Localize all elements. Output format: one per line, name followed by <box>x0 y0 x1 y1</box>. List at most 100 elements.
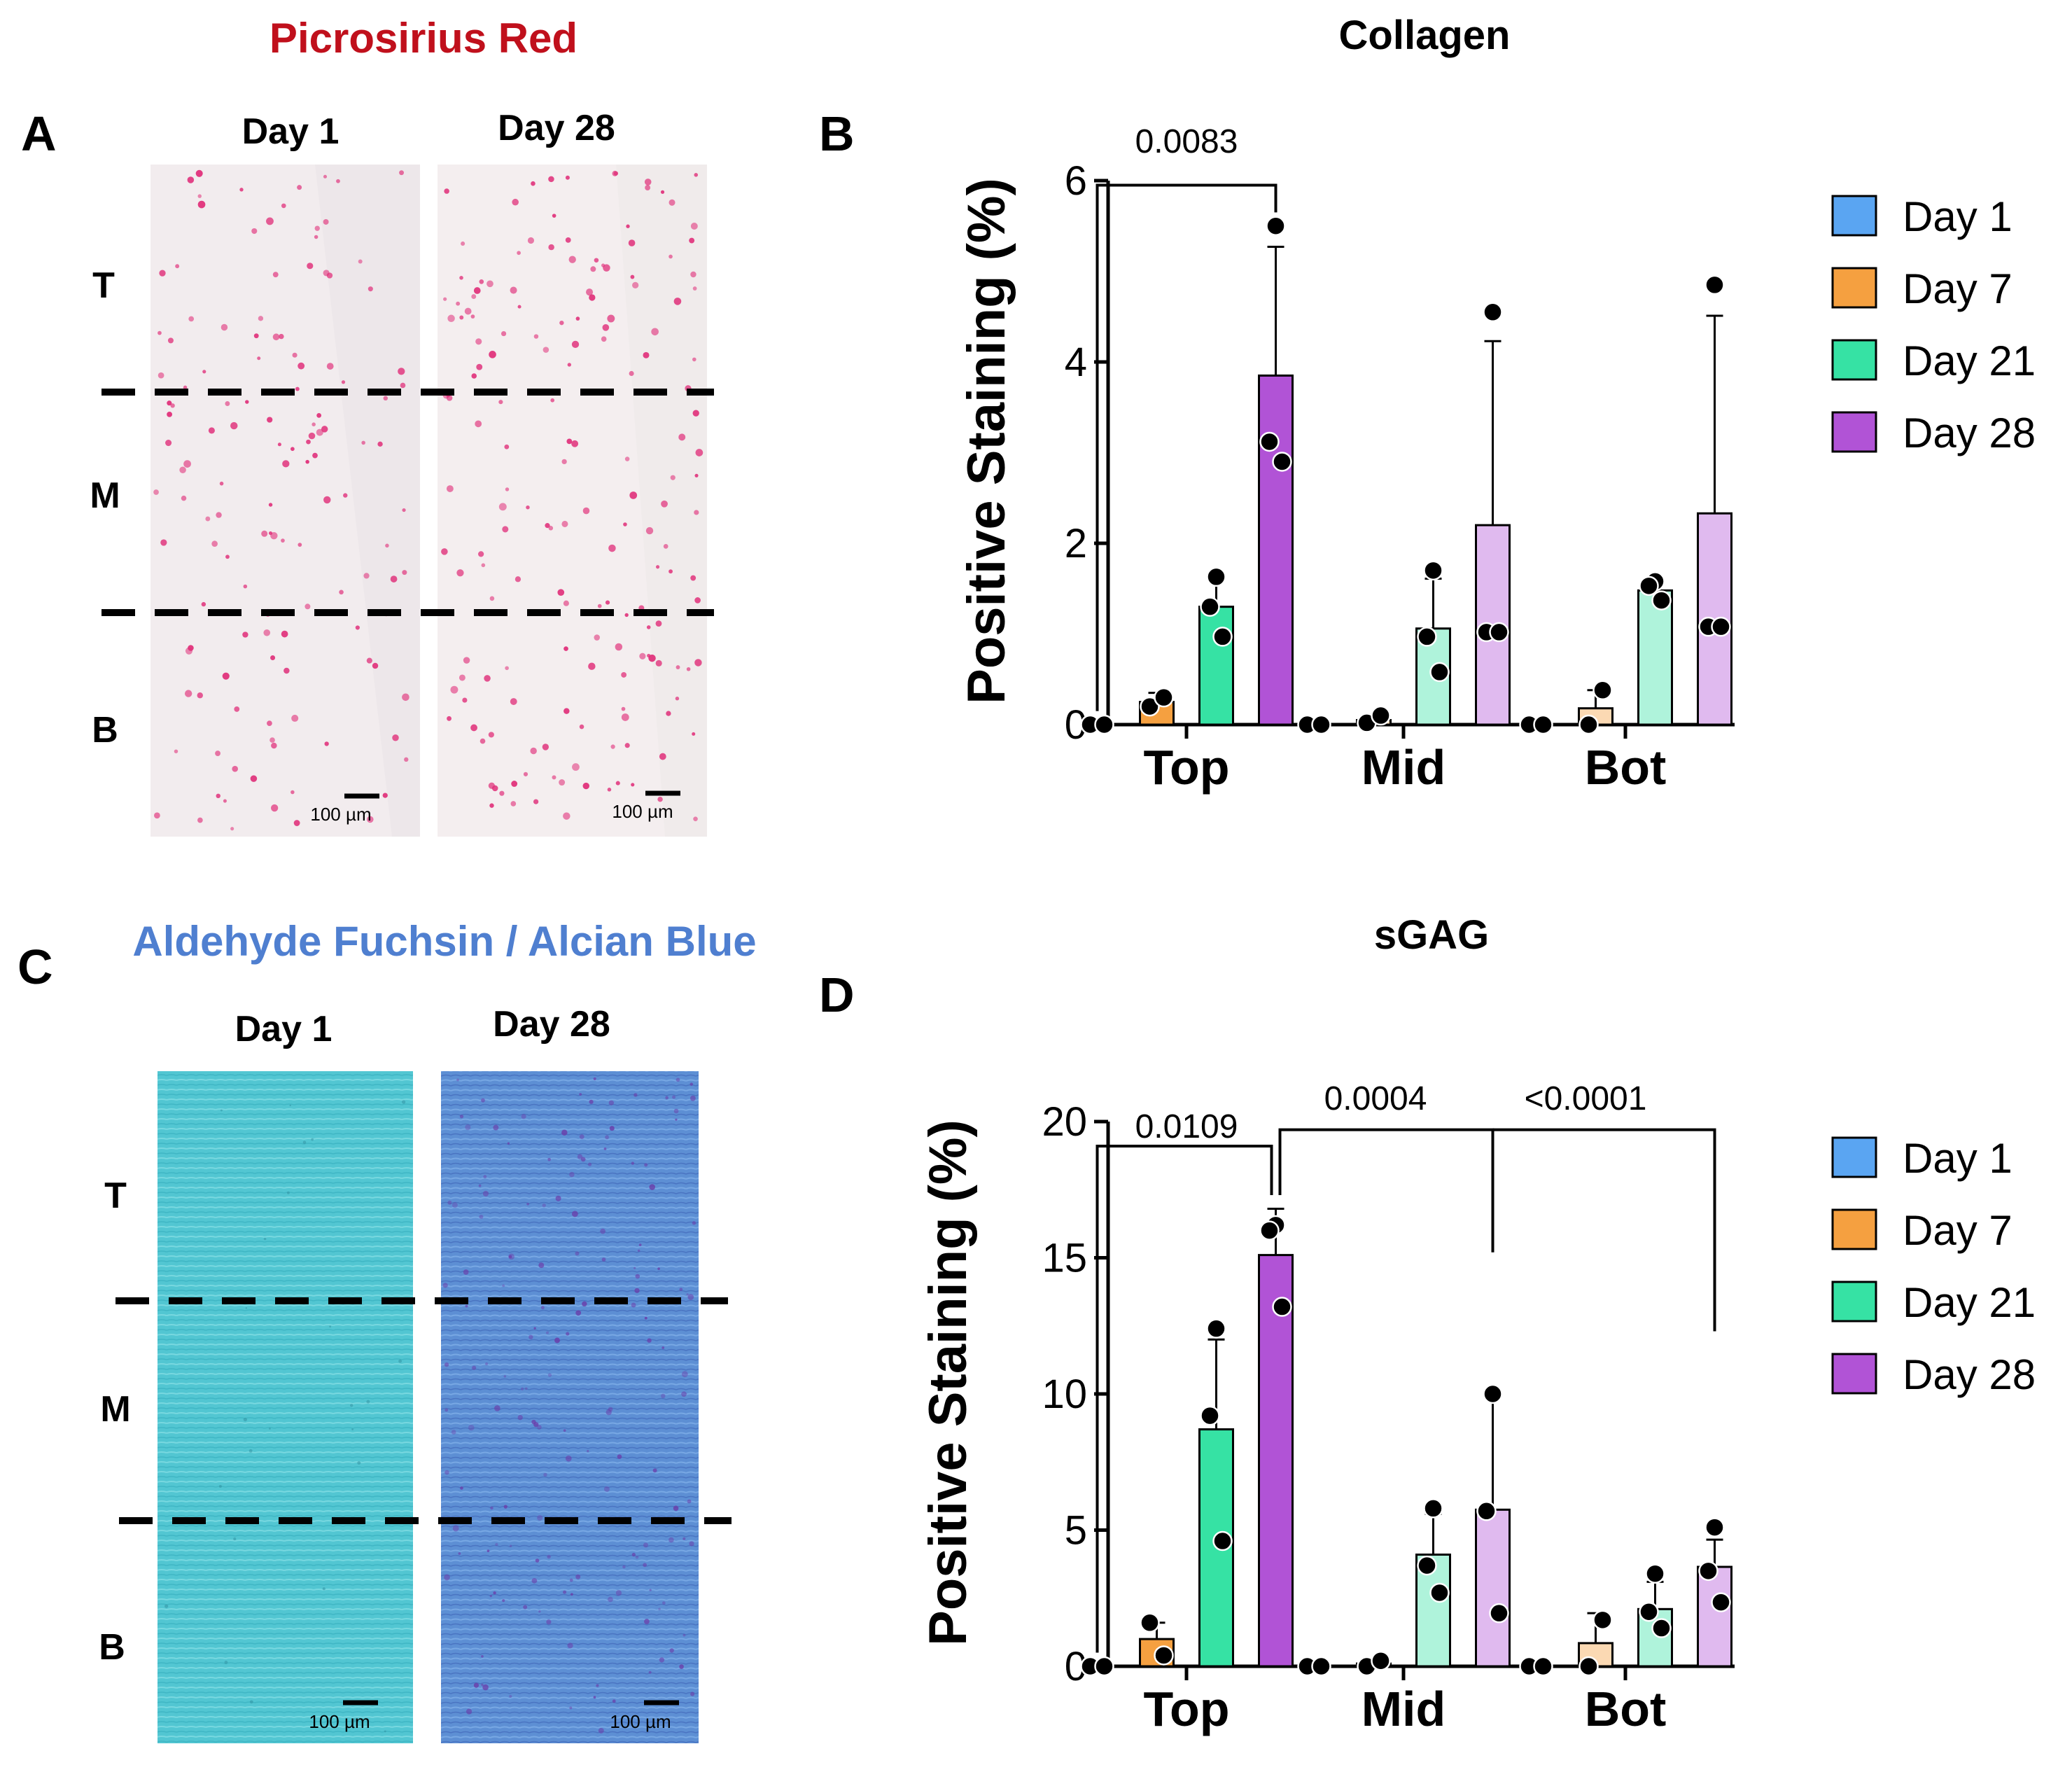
picrosirius-cell <box>355 625 360 630</box>
aldehyde-fuchsin-spot <box>484 1362 489 1366</box>
data-point <box>1154 687 1174 708</box>
picrosirius-cell <box>195 169 203 177</box>
picrosirius-cell <box>284 667 290 674</box>
aldehyde-fuchsin-spot <box>661 1393 666 1399</box>
picrosirius-cell <box>165 439 172 447</box>
aldehyde-fuchsin-spot <box>569 1578 573 1582</box>
picrosirius-cell <box>655 660 662 667</box>
alcian-blue-spot <box>384 1730 386 1733</box>
aldehyde-fuchsin-spot <box>643 1563 648 1568</box>
aldehyde-fuchsin-spot <box>523 1605 528 1610</box>
picrosirius-cell <box>582 507 590 515</box>
aldehyde-fuchsin-spot <box>603 1147 607 1150</box>
picrosirius-cell <box>470 314 475 319</box>
picrosirius-cell <box>447 314 455 323</box>
y-tick-label: 6 <box>1065 158 1087 204</box>
picrosirius-cell <box>170 403 175 408</box>
data-point <box>1259 431 1280 452</box>
alcian-blue-spot <box>263 1237 267 1241</box>
picrosirius-cell <box>505 487 510 491</box>
panel-a: A Picrosirius Red Day 1 Day 28 T M B 100… <box>21 15 714 837</box>
panel-a-section-fold <box>616 165 707 837</box>
aldehyde-fuchsin-spot <box>608 1596 613 1603</box>
picrosirius-cell <box>402 570 407 575</box>
data-point <box>1094 714 1114 735</box>
panel-a-title: Picrosirius Red <box>270 15 578 62</box>
data-point <box>1711 616 1731 637</box>
picrosirius-cell <box>215 751 220 756</box>
picrosirius-cell <box>564 708 570 714</box>
picrosirius-cell <box>298 362 305 370</box>
aldehyde-fuchsin-spot <box>637 1249 640 1253</box>
legend-swatch <box>1831 1281 1877 1323</box>
picrosirius-cell <box>251 228 258 235</box>
picrosirius-cell <box>295 386 300 391</box>
picrosirius-cell <box>489 351 496 358</box>
picrosirius-cell <box>336 179 340 183</box>
alcian-blue-spot <box>248 1449 253 1453</box>
aldehyde-fuchsin-spot <box>463 1269 469 1275</box>
aldehyde-fuchsin-spot <box>538 1262 545 1269</box>
picrosirius-cell <box>208 427 215 434</box>
picrosirius-cell <box>626 224 630 228</box>
aldehyde-fuchsin-spot <box>547 1554 551 1559</box>
picrosirius-cell <box>459 315 464 320</box>
aldehyde-fuchsin-spot <box>605 1135 609 1140</box>
aldehyde-fuchsin-spot <box>561 1129 568 1136</box>
picrosirius-cell <box>586 288 594 296</box>
panel-a-column-day28: Day 28 <box>498 108 615 148</box>
aldehyde-fuchsin-spot <box>596 1684 599 1687</box>
picrosirius-cell <box>564 646 568 651</box>
aldehyde-fuchsin-spot <box>444 1362 449 1367</box>
legend-swatch <box>1831 195 1877 237</box>
picrosirius-cell <box>692 357 696 362</box>
picrosirius-cell <box>668 199 676 206</box>
picrosirius-cell <box>323 270 330 277</box>
picrosirius-cell <box>205 516 211 522</box>
picrosirius-cell <box>499 790 505 796</box>
aldehyde-fuchsin-spot <box>580 1157 586 1162</box>
aldehyde-fuchsin-spot <box>658 1607 661 1611</box>
data-point <box>1651 590 1672 611</box>
picrosirius-cell <box>219 481 224 486</box>
aldehyde-fuchsin-spot <box>575 1574 581 1579</box>
picrosirius-cell <box>279 333 284 340</box>
aldehyde-fuchsin-spot <box>672 1095 676 1099</box>
aldehyde-fuchsin-spot <box>649 1184 656 1190</box>
picrosirius-cell <box>390 575 398 582</box>
panel-c-image-day1 <box>158 1071 413 1743</box>
aldehyde-fuchsin-spot <box>570 1593 573 1596</box>
picrosirius-cell <box>621 713 629 721</box>
aldehyde-fuchsin-spot <box>563 1429 566 1432</box>
data-point <box>1476 1501 1497 1521</box>
legend-swatch <box>1831 339 1877 381</box>
picrosirius-cell <box>312 452 318 459</box>
picrosirius-cell <box>197 817 203 823</box>
picrosirius-cell <box>692 410 699 417</box>
picrosirius-cell <box>644 179 652 186</box>
picrosirius-cell <box>510 698 517 705</box>
legend-swatch <box>1831 1353 1877 1395</box>
picrosirius-cell <box>571 340 580 349</box>
picrosirius-cell <box>441 548 448 555</box>
panel-label-c: C <box>18 940 53 994</box>
alcian-blue-spot <box>357 1460 361 1465</box>
data-point <box>1592 1610 1613 1631</box>
aldehyde-fuchsin-spot <box>566 1332 570 1336</box>
data-point <box>1698 1561 1718 1582</box>
aldehyde-fuchsin-spot <box>507 1142 510 1145</box>
panel-c-zone-top: T <box>104 1175 127 1216</box>
picrosirius-cell <box>694 510 699 515</box>
picrosirius-cell <box>694 473 699 477</box>
picrosirius-cell <box>368 286 373 292</box>
picrosirius-cell <box>277 442 281 447</box>
picrosirius-cell <box>314 225 320 231</box>
legend-swatch <box>1831 267 1877 309</box>
picrosirius-cell <box>548 526 554 531</box>
alcian-blue-spot <box>249 1700 253 1704</box>
alcian-blue-spot <box>289 1104 292 1107</box>
picrosirius-cell <box>645 526 654 535</box>
picrosirius-cell <box>211 540 218 547</box>
aldehyde-fuchsin-spot <box>689 1541 694 1547</box>
aldehyde-fuchsin-spot <box>460 1486 463 1490</box>
